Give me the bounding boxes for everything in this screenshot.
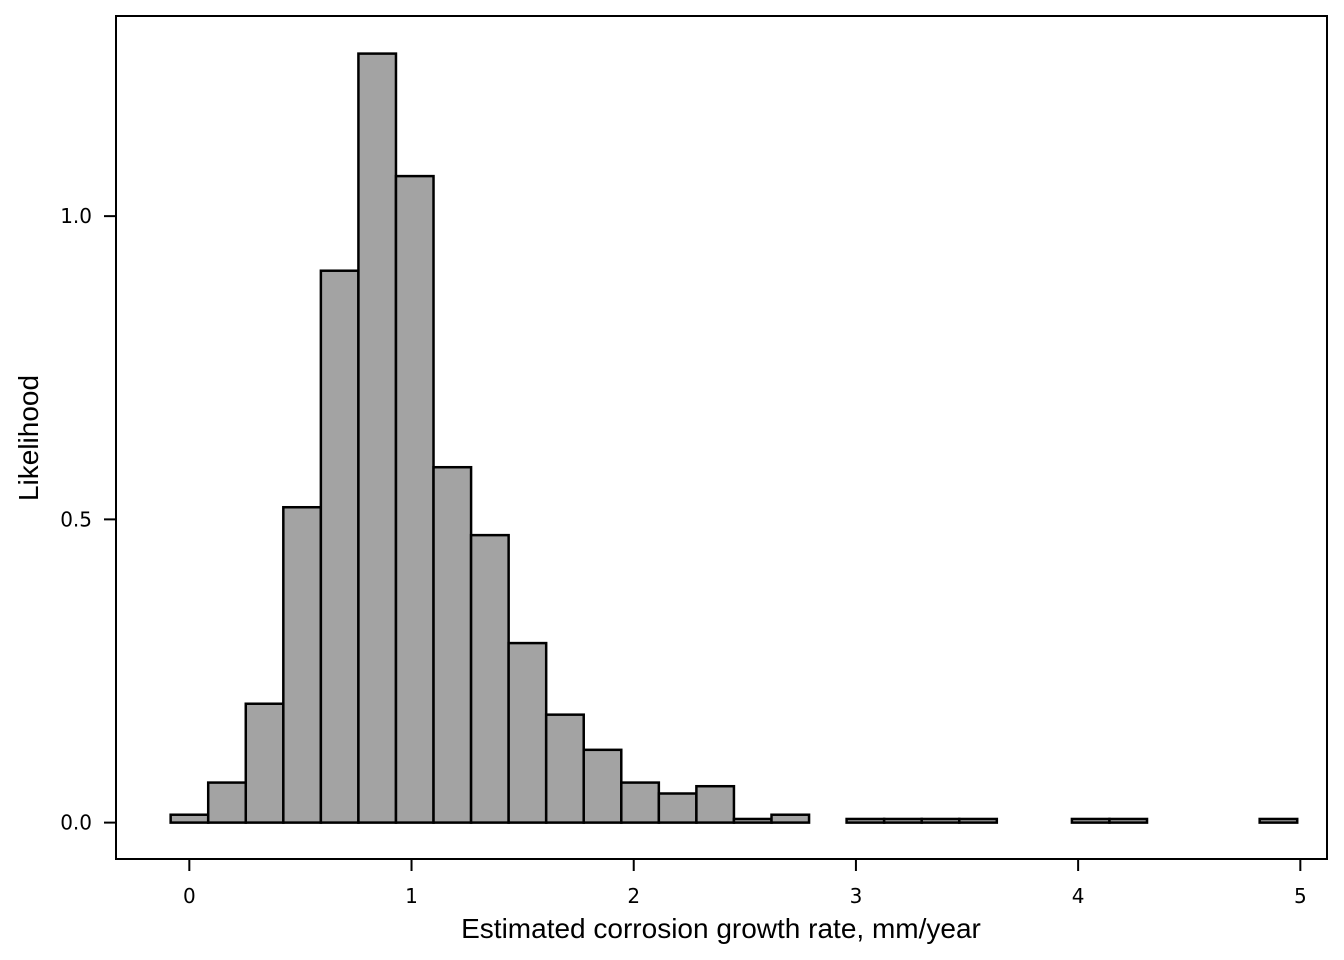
histogram-bar: [319, 269, 360, 824]
x-tick-label: 5: [1294, 884, 1307, 908]
histogram-bar: [357, 52, 398, 824]
histogram-bar: [882, 817, 923, 824]
x-tick-label: 4: [1072, 884, 1085, 908]
histogram-bar: [920, 817, 961, 824]
x-tick-label: 3: [850, 884, 863, 908]
histogram-bar: [732, 817, 773, 824]
histogram-bar: [958, 817, 999, 824]
x-tick-label: 2: [627, 884, 640, 908]
histogram-bar: [582, 748, 623, 824]
x-tick-label: 0: [183, 884, 196, 908]
plot-frame: [115, 15, 1328, 860]
histogram-bar: [657, 792, 698, 824]
histogram-bar: [695, 784, 736, 824]
histogram-bar: [544, 713, 585, 824]
histogram-bar: [469, 533, 510, 824]
y-axis: 0.0 0.5 1.0: [60, 204, 116, 835]
histogram-bars: [169, 52, 1299, 824]
histogram-bar: [169, 813, 210, 824]
histogram-bar: [845, 817, 886, 824]
x-tick-label: 1: [405, 884, 418, 908]
histogram-bar: [206, 781, 248, 824]
histogram-bar: [770, 813, 811, 824]
histogram-bar: [432, 465, 473, 824]
histogram-bar: [1108, 817, 1149, 824]
histogram-bar: [620, 781, 661, 824]
y-axis-title: Likelihood: [13, 375, 44, 501]
histogram-bar: [244, 702, 285, 824]
x-axis: 0 1 2 3 4 5: [183, 859, 1307, 908]
histogram-bar: [1070, 817, 1111, 824]
y-tick-label: 0.5: [60, 507, 92, 531]
y-tick-label: 0.0: [60, 811, 92, 835]
histogram-bar: [1258, 817, 1299, 824]
histogram-bar: [394, 174, 435, 824]
histogram-bar: [507, 641, 548, 824]
y-tick-label: 1.0: [60, 204, 92, 228]
x-axis-title: Estimated corrosion growth rate, mm/year: [461, 913, 981, 944]
histogram-bar: [282, 505, 323, 824]
